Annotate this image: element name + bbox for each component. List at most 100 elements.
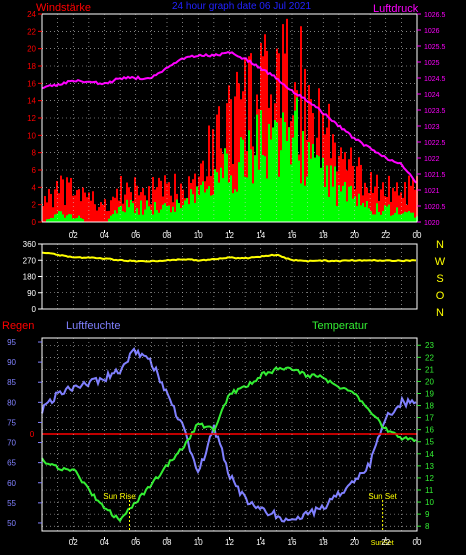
wind-gust-bar <box>60 175 62 222</box>
direction-line <box>41 251 417 263</box>
direction-ytick-label: 90 <box>27 289 36 298</box>
wind-avg-bar <box>208 186 210 222</box>
climate-xtick-label: 06 <box>131 538 140 547</box>
wind-avg-bar <box>148 206 150 222</box>
wind-avg-bar <box>142 214 144 222</box>
wind-avg-bar <box>138 214 140 222</box>
wind-gust-bar <box>232 163 234 222</box>
wind-gust-bar <box>382 182 384 222</box>
wind-avg-bar <box>178 203 180 222</box>
wind-ytick-label: 6 <box>32 166 37 175</box>
temperature-ytick-label: 9 <box>425 510 430 519</box>
wind-avg-bar <box>248 130 250 222</box>
wind-gust-bar <box>170 195 172 222</box>
pressure-ytick-label: 1022 <box>424 156 440 163</box>
wind-gust-bar <box>48 188 50 222</box>
wind-gust-bar <box>168 182 170 222</box>
wind-avg-bar <box>204 192 206 222</box>
wind-gust-bar <box>54 189 56 222</box>
wind-ytick-label: 10 <box>27 131 36 140</box>
wind-gust-bar <box>404 182 406 222</box>
wind-gust-bar <box>336 171 338 222</box>
wind-avg-bar <box>310 158 312 222</box>
wind-avg-bar <box>362 202 364 222</box>
wind-avg-bar <box>344 181 346 222</box>
wind-avg-bar <box>356 206 358 222</box>
wind-avg-bar <box>330 165 332 222</box>
wind-avg-bar <box>404 211 406 222</box>
wind-avg-bar <box>76 217 78 222</box>
wind-avg-bar <box>378 212 380 222</box>
temperature-ytick-label: 14 <box>425 450 434 459</box>
direction-ytick-label: 180 <box>23 273 37 282</box>
wind-avg-bar <box>228 182 230 222</box>
wind-avg-bar <box>152 214 154 222</box>
wind-avg-bar <box>254 155 256 222</box>
wind-gust-bar <box>228 85 230 223</box>
wind-avg-bar <box>164 203 166 222</box>
wind-avg-bar <box>176 199 178 222</box>
temperature-ytick-label: 11 <box>425 486 434 495</box>
wind-gust-bar <box>414 189 416 222</box>
wind-avg-bar <box>126 199 128 222</box>
wind-avg-bar <box>382 211 384 222</box>
wind-avg-bar <box>366 201 368 222</box>
wind-gust-bar <box>318 88 320 222</box>
wind-avg-bar <box>358 193 360 222</box>
wind-gust-bar <box>244 57 246 223</box>
wind-gust-bar <box>250 53 252 223</box>
wind-avg-bar <box>172 206 174 222</box>
wind-avg-bar <box>132 203 134 222</box>
wind-avg-bar <box>400 214 402 222</box>
wind-avg-bar <box>268 123 270 222</box>
wind-avg-bar <box>314 157 316 222</box>
pressure-ytick-label: 1020.5 <box>424 204 446 211</box>
wind-avg-bar <box>60 211 62 222</box>
wind-avg-bar <box>242 139 244 222</box>
wind-gust-bar <box>378 200 380 222</box>
wind-avg-bar <box>294 110 296 222</box>
wind-avg-bar <box>82 219 84 222</box>
compass-label: N <box>436 307 444 319</box>
wind-ytick-label: 0 <box>32 218 37 227</box>
wind-avg-bar <box>74 218 76 222</box>
wind-avg-bar <box>352 198 354 222</box>
wind-avg-bar <box>222 178 224 222</box>
wind-avg-bar <box>66 215 68 222</box>
wind-avg-bar <box>296 97 298 222</box>
pressure-ytick-label: 1023 <box>424 124 440 131</box>
temperature-ytick-label: 20 <box>425 377 434 386</box>
wind-avg-bar <box>332 186 334 222</box>
wind-avg-bar <box>46 219 48 222</box>
wind-xtick-label: 12 <box>225 231 234 240</box>
wind-ytick-label: 14 <box>27 97 36 106</box>
wind-avg-bar <box>350 185 352 222</box>
wind-avg-bar <box>270 139 272 222</box>
wind-gust-bar <box>238 83 240 223</box>
wind-gust-bar <box>94 204 96 222</box>
wind-gust-bar <box>120 176 122 222</box>
wind-gust-bar <box>208 125 210 222</box>
wind-avg-bar <box>406 212 408 222</box>
wind-gust-bar <box>110 200 112 222</box>
wind-gust-bar <box>156 187 158 222</box>
wind-avg-bar <box>364 207 366 222</box>
wind-avg-bar <box>308 142 310 222</box>
wind-ytick-label: 18 <box>27 62 36 71</box>
wind-gust-bar <box>108 210 110 222</box>
wind-avg-bar <box>78 215 80 222</box>
wind-avg-bar <box>70 214 72 222</box>
wind-ytick-label: 12 <box>27 114 36 123</box>
wind-gust-bar <box>390 201 392 222</box>
pressure-ytick-label: 1023.5 <box>424 108 446 115</box>
wind-avg-bar <box>280 150 282 222</box>
climate-xtick-label: 00 <box>413 538 422 547</box>
wind-avg-bar <box>192 194 194 222</box>
wind-gust-bar <box>388 175 390 222</box>
climate-xtick-label: 04 <box>100 538 109 547</box>
wind-gust-bar <box>394 191 396 222</box>
wind-gust-bar <box>64 205 66 222</box>
wind-avg-bar <box>360 205 362 222</box>
wind-gust-bar <box>44 196 46 222</box>
humidity-ytick-label: 55 <box>7 499 16 508</box>
